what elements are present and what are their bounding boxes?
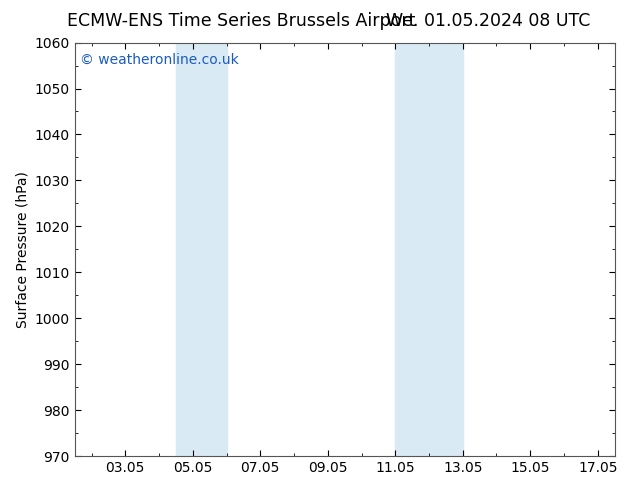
Text: © weatheronline.co.uk: © weatheronline.co.uk <box>80 53 239 67</box>
Y-axis label: Surface Pressure (hPa): Surface Pressure (hPa) <box>15 171 29 328</box>
Bar <box>395 43 463 456</box>
Text: ECMW-ENS Time Series Brussels Airport: ECMW-ENS Time Series Brussels Airport <box>67 12 415 30</box>
Bar <box>176 43 226 456</box>
Text: We. 01.05.2024 08 UTC: We. 01.05.2024 08 UTC <box>386 12 590 30</box>
